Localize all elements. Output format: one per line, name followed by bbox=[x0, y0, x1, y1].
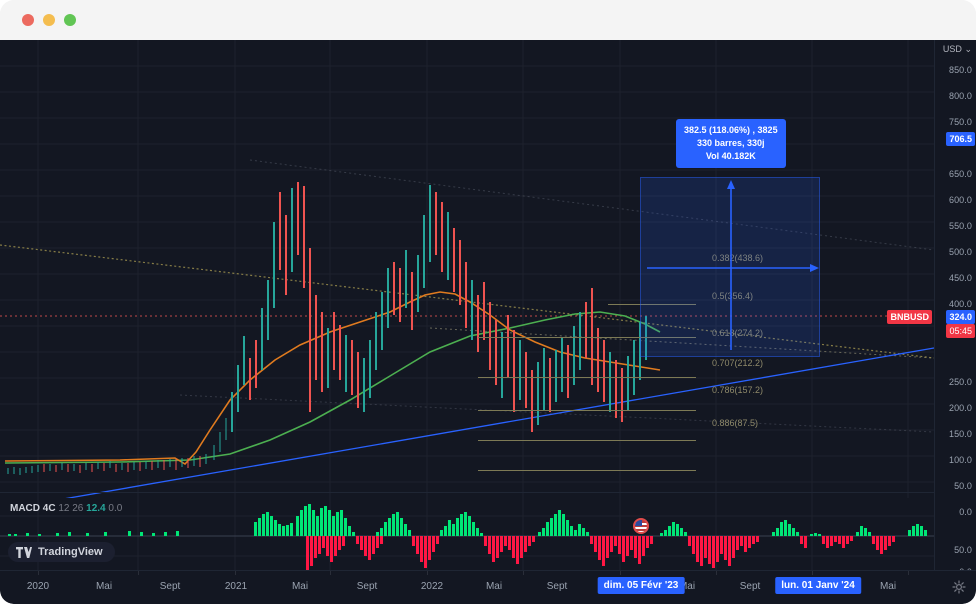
price-tick-250: 250.0 bbox=[948, 377, 972, 387]
fib-label-0618: 0.618(274.2) bbox=[712, 328, 764, 338]
price-tick-450: 450.0 bbox=[948, 273, 972, 283]
macd-indicator-legend[interactable]: MACD 4C 12 26 12.4 0.0 bbox=[10, 503, 122, 514]
measure-tooltip: 382.5 (118.06%) , 3825 330 barres, 330j … bbox=[676, 119, 786, 168]
price-axis[interactable]: USD ⌄ 850.0 800.0 750.0 650.0 600.0 550.… bbox=[934, 40, 976, 577]
measure-high-tag: 706.5 bbox=[946, 132, 975, 146]
price-tick-550: 550.0 bbox=[948, 221, 972, 231]
brand-label: TradingView bbox=[38, 546, 103, 558]
window-titlebar bbox=[0, 0, 976, 40]
time-label-2020: 2020 bbox=[26, 581, 50, 592]
time-label-mai-2: Mai bbox=[291, 581, 309, 592]
fib-label-0786: 0.786(157.2) bbox=[712, 385, 764, 395]
price-tick-0: 0.0 bbox=[959, 507, 972, 517]
fib-line-0707 bbox=[478, 410, 696, 411]
price-chart-pane[interactable] bbox=[0, 40, 934, 498]
time-label-2022: 2022 bbox=[420, 581, 444, 592]
macd-name: MACD 4C bbox=[10, 503, 56, 514]
minimize-button[interactable] bbox=[43, 14, 55, 26]
measure-line-1: 382.5 (118.06%) , 3825 bbox=[684, 125, 778, 135]
time-label-mai-1: Mai bbox=[95, 581, 113, 592]
price-tick-850: 850.0 bbox=[948, 65, 972, 75]
price-chart-svg bbox=[0, 40, 934, 498]
time-axis[interactable]: 2020 Mai Sept 2021 Mai Sept 2022 Mai Sep… bbox=[0, 570, 976, 604]
price-grid bbox=[0, 40, 934, 498]
chart-shell: 0.382(438.6) 0.5(356.4) 0.618(274.2) 0.7… bbox=[0, 40, 976, 604]
macd-params: 12 26 bbox=[58, 503, 84, 514]
fib-line-0618 bbox=[478, 377, 696, 378]
time-highlight-start[interactable]: dim. 05 Févr '23 bbox=[597, 577, 685, 594]
fib-line-0786 bbox=[478, 440, 696, 441]
traffic-lights bbox=[22, 14, 76, 26]
price-tick-750: 750.0 bbox=[948, 117, 972, 127]
price-tick-800: 800.0 bbox=[948, 91, 972, 101]
fib-label-0707: 0.707(212.2) bbox=[712, 358, 764, 368]
price-tick-400: 400.0 bbox=[948, 299, 972, 309]
macd-value-1: 12.4 bbox=[86, 503, 106, 514]
time-label-mai-3: Mai bbox=[485, 581, 503, 592]
candlestick-series bbox=[7, 182, 647, 475]
close-button[interactable] bbox=[22, 14, 34, 26]
us-flag-icon[interactable] bbox=[633, 518, 649, 534]
measure-line-3: Vol 40.182K bbox=[705, 151, 756, 161]
time-label-sept-2: Sept bbox=[356, 581, 378, 592]
price-tick-100: 100.0 bbox=[948, 455, 972, 465]
tradingview-brand[interactable]: TradingView bbox=[8, 542, 115, 562]
tradingview-logo-icon bbox=[16, 546, 32, 558]
time-label-mai-5: Mai bbox=[879, 581, 897, 592]
fib-line-05 bbox=[478, 337, 696, 338]
fib-label-05: 0.5(356.4) bbox=[712, 291, 754, 301]
price-tick-50: 50.0 bbox=[954, 481, 972, 491]
time-label-sept-4: Sept bbox=[739, 581, 761, 592]
price-tick-600: 600.0 bbox=[948, 195, 972, 205]
price-tick-650: 650.0 bbox=[948, 169, 972, 179]
fib-label-0382: 0.382(438.6) bbox=[712, 253, 764, 263]
macd-tick-50: 50.0 bbox=[954, 545, 972, 555]
fib-line-0886 bbox=[478, 470, 696, 471]
pane-separator[interactable] bbox=[0, 492, 934, 493]
time-label-sept-1: Sept bbox=[159, 581, 181, 592]
symbol-price-tag[interactable]: BNBUSD bbox=[887, 310, 932, 324]
time-label-2021: 2021 bbox=[224, 581, 248, 592]
time-label-sept-3: Sept bbox=[546, 581, 568, 592]
macd-chart-svg bbox=[0, 498, 934, 570]
measure-arrows bbox=[647, 180, 819, 350]
time-highlight-end[interactable]: lun. 01 Janv '24 bbox=[775, 577, 861, 594]
time-label-mai-4: Mai bbox=[678, 581, 696, 592]
macd-histogram bbox=[8, 504, 927, 570]
measure-line-2: 330 barres, 330j bbox=[697, 138, 765, 148]
bar-countdown-tag: 05:45 bbox=[946, 324, 975, 338]
currency-label: USD bbox=[942, 44, 962, 54]
price-tick-150: 150.0 bbox=[948, 429, 972, 439]
fib-line-0382 bbox=[608, 304, 696, 305]
zoom-button[interactable] bbox=[64, 14, 76, 26]
macd-value-2: 0.0 bbox=[108, 503, 123, 514]
price-tick-500: 500.0 bbox=[948, 247, 972, 257]
fib-label-0886: 0.886(87.5) bbox=[712, 418, 759, 428]
last-price-tag[interactable]: 324.0 bbox=[946, 310, 975, 324]
measure-tool-box[interactable] bbox=[640, 177, 820, 357]
gear-icon[interactable] bbox=[952, 580, 966, 594]
chevron-down-icon: ⌄ bbox=[964, 44, 972, 54]
macd-chart-pane[interactable] bbox=[0, 498, 934, 570]
price-tick-200: 200.0 bbox=[948, 403, 972, 413]
currency-selector[interactable]: USD ⌄ bbox=[943, 44, 972, 55]
